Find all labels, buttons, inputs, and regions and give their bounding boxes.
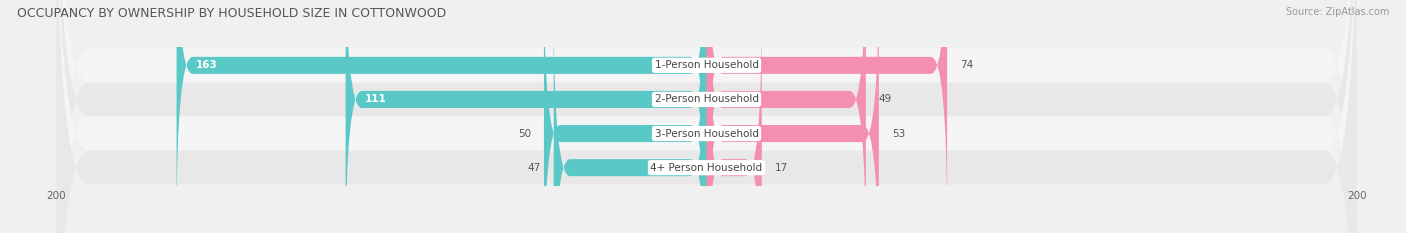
FancyBboxPatch shape [177,0,707,227]
FancyBboxPatch shape [707,0,866,233]
Text: 163: 163 [195,60,218,70]
Text: 111: 111 [366,94,387,104]
FancyBboxPatch shape [707,0,948,227]
FancyBboxPatch shape [56,0,1357,233]
Text: 49: 49 [879,94,891,104]
Text: 50: 50 [517,129,531,139]
FancyBboxPatch shape [544,0,707,233]
Text: OCCUPANCY BY OWNERSHIP BY HOUSEHOLD SIZE IN COTTONWOOD: OCCUPANCY BY OWNERSHIP BY HOUSEHOLD SIZE… [17,7,446,20]
Text: 4+ Person Household: 4+ Person Household [651,163,762,173]
FancyBboxPatch shape [56,0,1357,233]
Text: 3-Person Household: 3-Person Household [655,129,758,139]
FancyBboxPatch shape [346,0,707,233]
FancyBboxPatch shape [707,0,879,233]
Text: 1-Person Household: 1-Person Household [655,60,758,70]
Text: 53: 53 [891,129,905,139]
Text: Source: ZipAtlas.com: Source: ZipAtlas.com [1285,7,1389,17]
Text: 2-Person Household: 2-Person Household [655,94,758,104]
FancyBboxPatch shape [554,6,707,233]
FancyBboxPatch shape [56,0,1357,233]
FancyBboxPatch shape [707,6,762,233]
Text: 17: 17 [775,163,787,173]
Text: 47: 47 [527,163,541,173]
Text: 74: 74 [960,60,973,70]
FancyBboxPatch shape [56,0,1357,233]
